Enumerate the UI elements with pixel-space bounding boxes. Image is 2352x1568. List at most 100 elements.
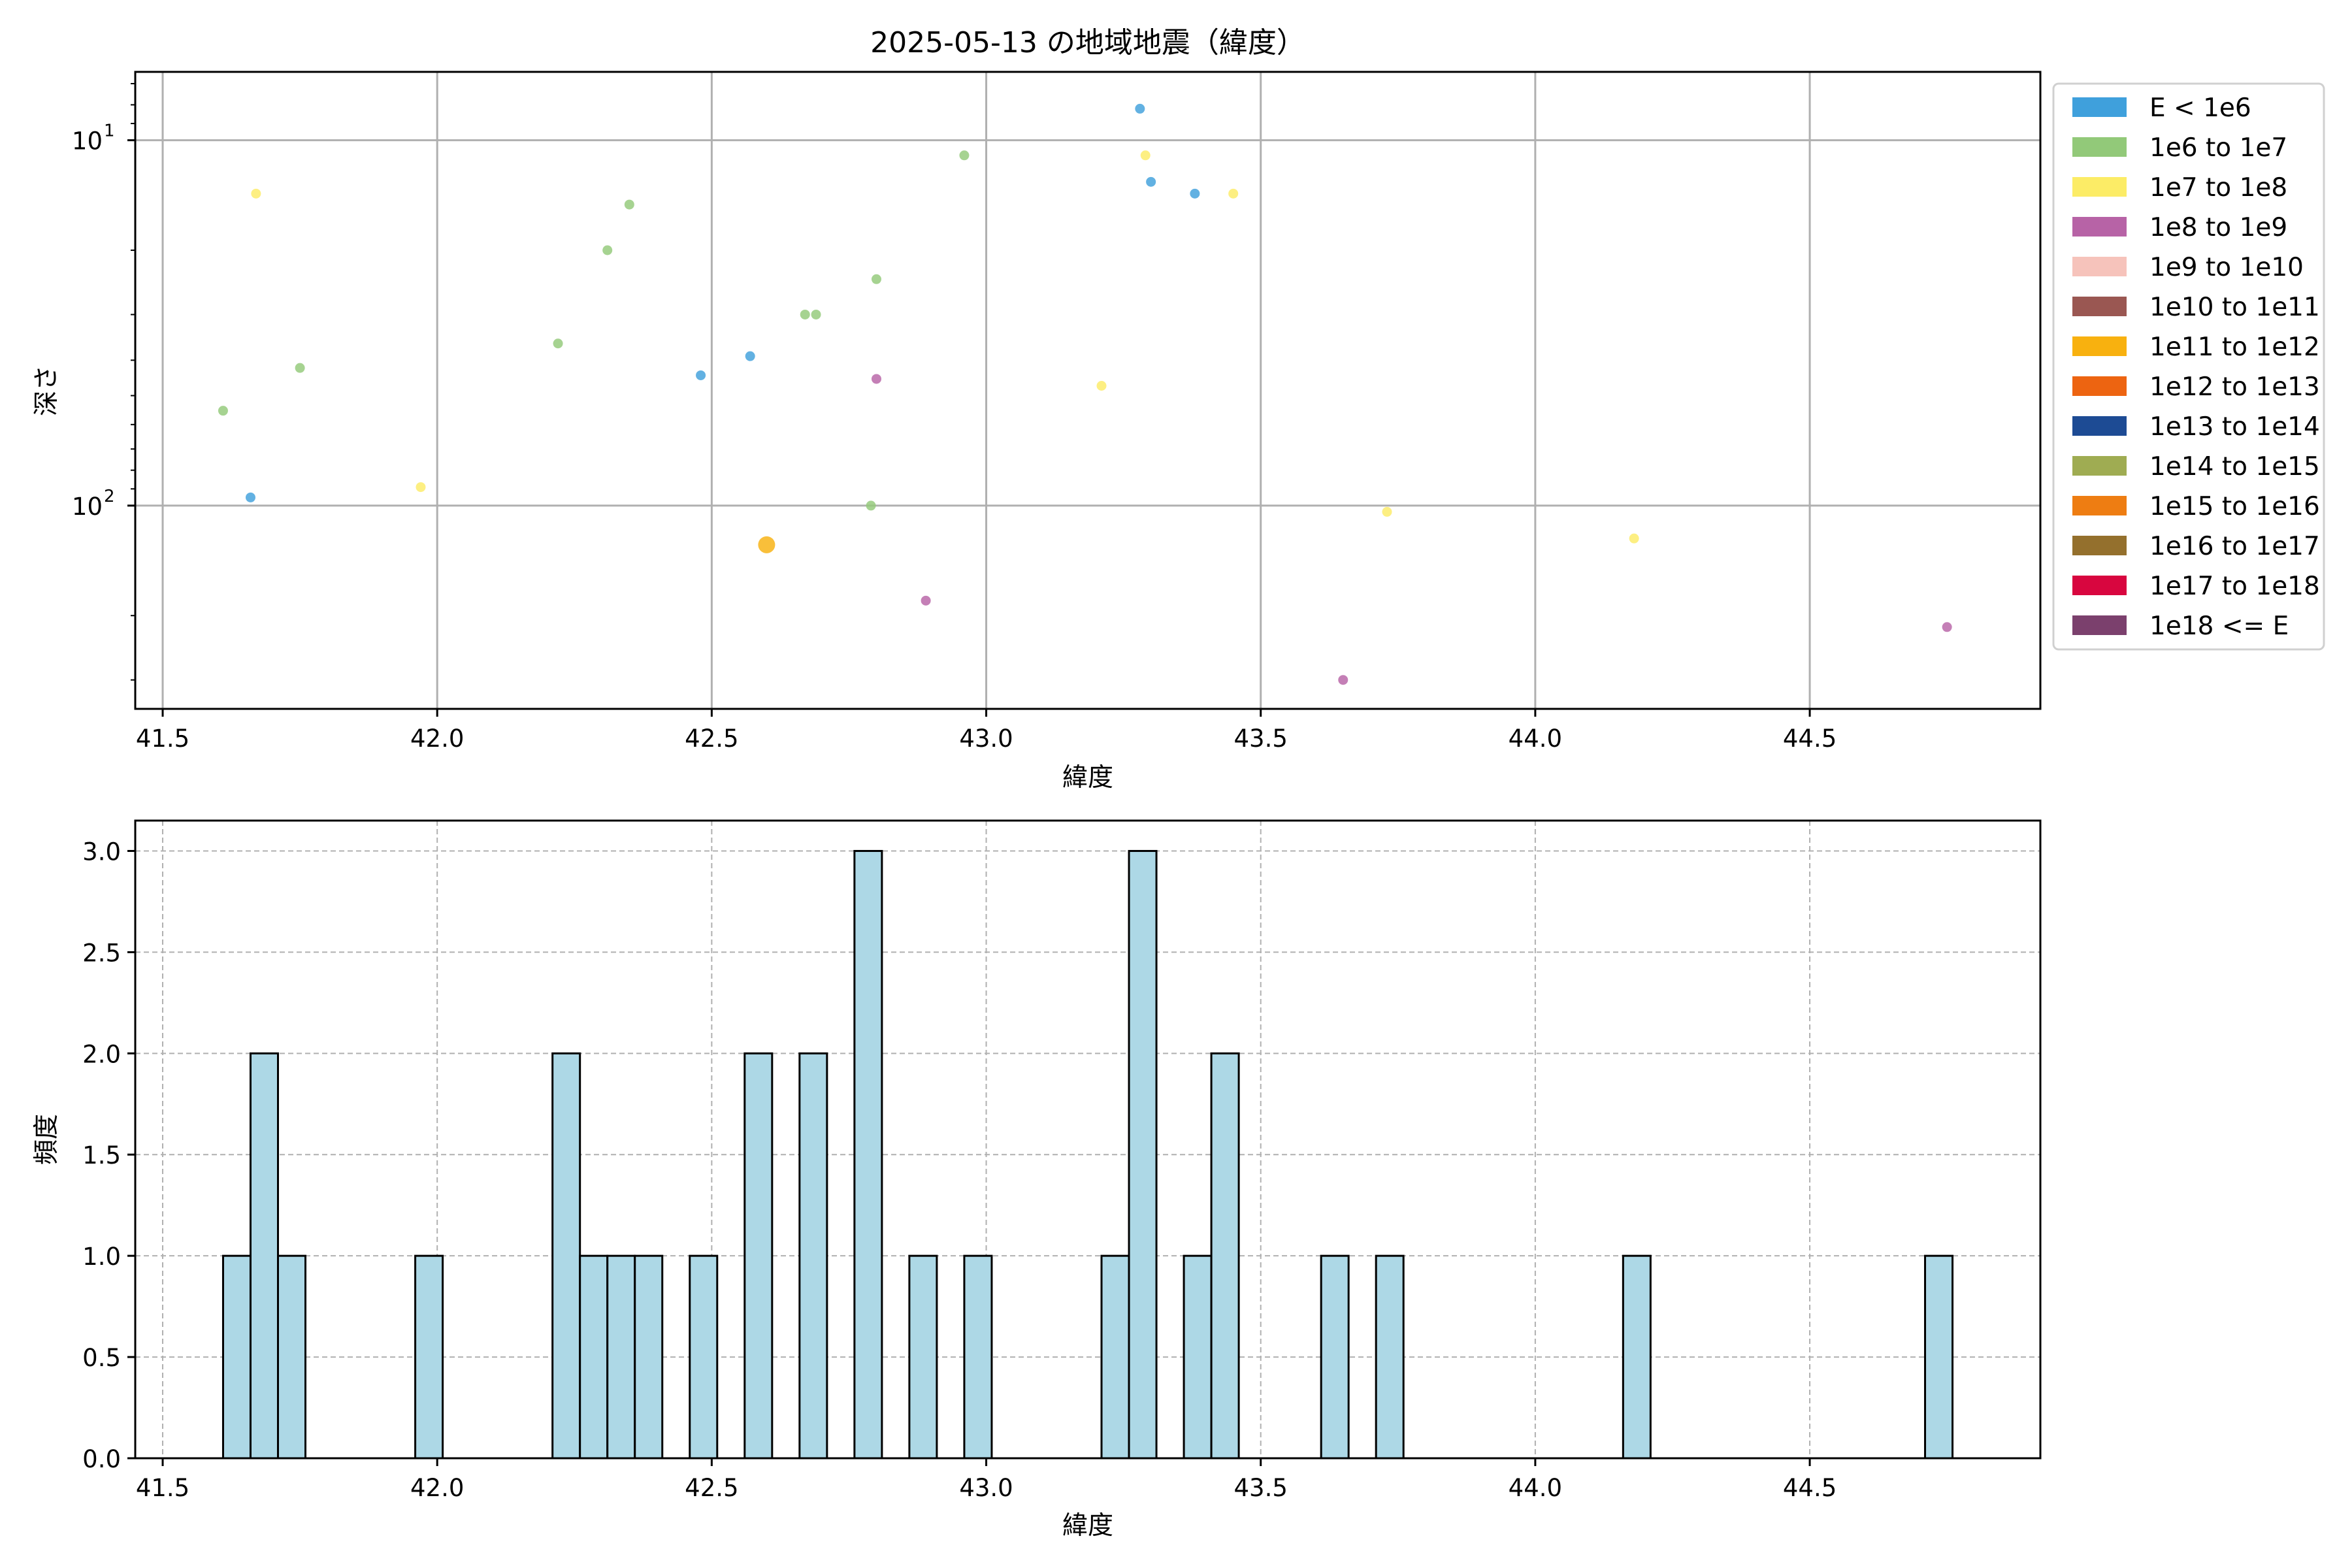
scatter-point (245, 492, 255, 502)
legend-label: 1e18 <= E (2149, 612, 2289, 641)
histogram-bar (579, 1254, 609, 1460)
scatter-point (1228, 188, 1239, 199)
histogram-x-tick-label: 42.0 (410, 1474, 464, 1502)
scatter-point (1146, 176, 1156, 187)
scatter-y-tick-base: 10 (72, 493, 103, 521)
scatter-point (921, 595, 931, 606)
legend-swatch (2072, 456, 2127, 476)
scatter-point (959, 150, 970, 161)
histogram-x-tick-label: 42.5 (685, 1474, 738, 1502)
legend-label: 1e13 to 1e14 (2149, 412, 2320, 442)
histogram-bar (249, 1052, 279, 1460)
legend-swatch (2072, 297, 2127, 316)
legend-label: 1e12 to 1e13 (2149, 372, 2320, 402)
scatter-point (1096, 381, 1107, 391)
scatter-point (745, 351, 755, 361)
scatter-point (871, 374, 881, 384)
legend-swatch (2072, 217, 2127, 237)
histogram-x-tick-label: 44.5 (1783, 1474, 1837, 1502)
histogram-bar (606, 1254, 636, 1460)
histogram-y-tick-label: 2.0 (82, 1040, 121, 1068)
histogram-bar (1320, 1254, 1350, 1460)
scatter-point (1338, 675, 1348, 685)
legend-label: 1e11 to 1e12 (2149, 333, 2320, 362)
histogram: 41.5 42.0 42.5 43.0 43.5 44.0 44.5 0.0 0.5 1.0 1.… (32, 819, 2042, 1541)
legend-swatch (2072, 336, 2127, 356)
scatter-point (295, 363, 305, 373)
legend-swatch (2072, 137, 2127, 157)
scatter-x-tick-label: 44.0 (1509, 725, 1562, 753)
legend-label: 1e10 to 1e11 (2149, 293, 2320, 322)
histogram-bar (798, 1052, 828, 1460)
histogram-bar (1375, 1254, 1405, 1460)
histogram-y-tick-label: 2.5 (82, 939, 121, 967)
histogram-y-ticks: 0.0 0.5 1.0 1.5 2.0 2.5 3.0 (82, 838, 135, 1473)
histogram-x-tick-label: 41.5 (136, 1474, 189, 1502)
scatter-point (218, 406, 228, 416)
histogram-y-tick-label: 1.5 (82, 1141, 121, 1169)
scatter-frame (134, 71, 2042, 710)
scatter-y-axis-label: 深さ (32, 365, 61, 416)
scatter-point (1190, 188, 1200, 199)
scatter-point (696, 370, 706, 380)
scatter-grid (135, 72, 2040, 709)
legend-label: 1e16 to 1e17 (2149, 532, 2320, 561)
histogram-bar (1924, 1254, 1954, 1460)
legend-swatch (2072, 376, 2127, 396)
histogram-bars (221, 849, 1954, 1460)
scatter-point (251, 188, 261, 199)
legend-swatch (2072, 257, 2127, 276)
histogram-bar (1622, 1254, 1652, 1460)
legend-label: E < 1e6 (2149, 93, 2251, 123)
histogram-bar (1183, 1254, 1213, 1460)
histogram-bar (634, 1254, 664, 1460)
scatter-point (866, 500, 876, 511)
scatter-x-tick-label: 43.0 (959, 725, 1013, 753)
scatter-title: 2025-05-13 の地域地震（緯度） (870, 26, 1305, 59)
histogram-bar (1128, 849, 1158, 1460)
histogram-bar (908, 1254, 938, 1460)
scatter-x-tick-label: 43.5 (1234, 725, 1288, 753)
scatter-point (553, 338, 563, 349)
scatter-point (416, 482, 426, 493)
histogram-x-ticks: 41.5 42.0 42.5 43.0 43.5 44.0 44.5 (136, 1458, 1837, 1502)
histogram-y-axis-label: 頻度 (32, 1114, 61, 1165)
scatter-point (1629, 533, 1639, 544)
histogram-y-tick-label: 1.0 (82, 1243, 121, 1271)
scatter-point (1382, 506, 1392, 517)
histogram-bar (689, 1254, 719, 1460)
scatter-point (758, 536, 776, 553)
scatter-x-tick-label: 42.5 (685, 725, 738, 753)
scatter-point (1140, 150, 1151, 161)
scatter-x-tick-label: 44.5 (1783, 725, 1837, 753)
legend-label: 1e8 to 1e9 (2149, 213, 2287, 242)
histogram-bar (414, 1254, 444, 1460)
scatter-y-tick-base: 10 (72, 127, 103, 155)
scatter-point (1135, 103, 1145, 114)
histogram-bar (743, 1052, 774, 1460)
histogram-bar (853, 849, 883, 1460)
legend-label: 1e7 to 1e8 (2149, 173, 2287, 203)
histogram-grid (135, 821, 2040, 1459)
legend-swatch (2072, 496, 2127, 515)
histogram-x-tick-label: 43.5 (1234, 1474, 1288, 1502)
histogram-x-axis-label: 緯度 (1062, 1511, 1113, 1541)
scatter-x-ticks: 41.5 42.0 42.5 43.0 43.5 44.0 44.5 (136, 709, 1837, 753)
legend-swatch (2072, 177, 2127, 197)
legend-swatch (2072, 615, 2127, 635)
scatter-legend: E < 1e6 1e6 to 1e7 1e7 to 1e8 1e8 to 1e9 1e9… (2052, 82, 2325, 651)
histogram-bar (276, 1254, 307, 1460)
scatter-x-axis-label: 緯度 (1062, 763, 1113, 792)
legend-swatch (2072, 576, 2127, 595)
legend-label: 1e17 to 1e18 (2149, 572, 2320, 601)
legend-swatch (2072, 97, 2127, 117)
histogram-bar (963, 1254, 993, 1460)
legend-frame (2052, 82, 2325, 651)
histogram-bar (1210, 1052, 1240, 1460)
scatter-point (602, 245, 613, 255)
scatter-x-tick-label: 42.0 (410, 725, 464, 753)
histogram-y-tick-label: 3.0 (82, 838, 121, 866)
scatter-y-tick-exponent: 1 (104, 122, 115, 141)
histogram-x-tick-label: 43.0 (959, 1474, 1013, 1502)
